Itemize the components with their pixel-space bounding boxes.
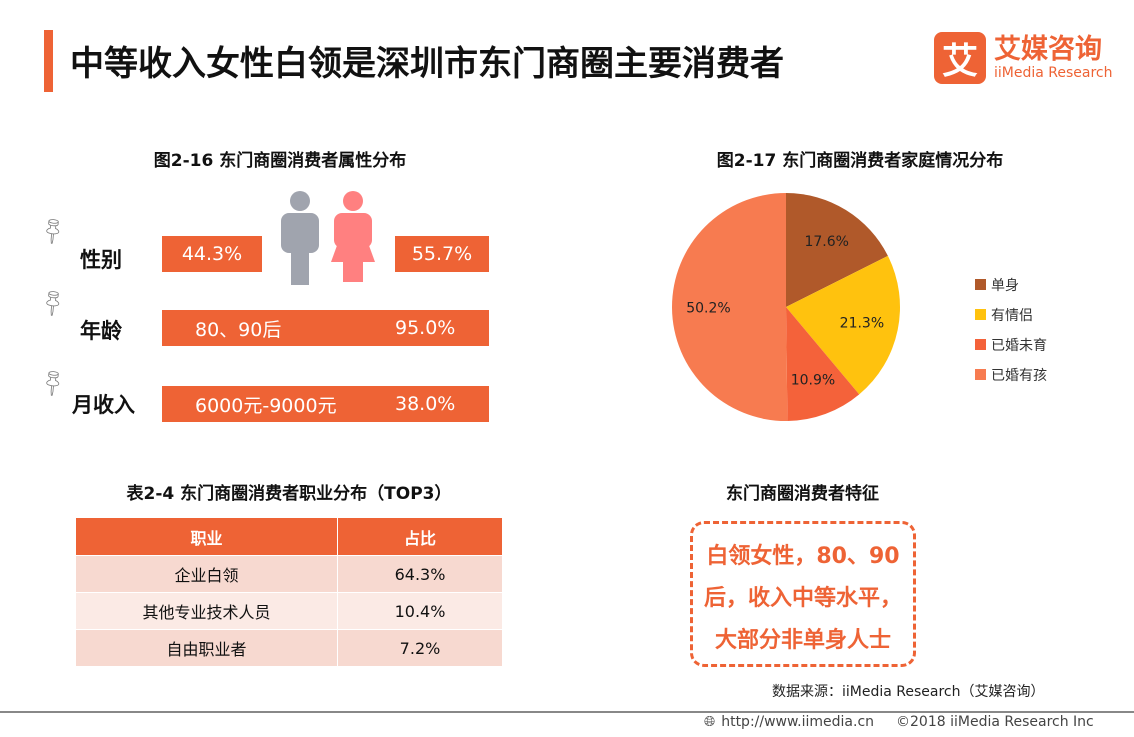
footer-url[interactable]: http://www.iimedia.cn [721, 714, 875, 730]
legend-label: 已婚有孩 [991, 368, 1047, 384]
legend-swatch [975, 369, 986, 380]
legend-swatch [975, 279, 986, 290]
age-value: 80、90后 [195, 318, 282, 341]
age-label: 年龄 [80, 319, 122, 343]
feature-line: 白领女性，80、90 [706, 544, 900, 569]
table-row: 自由职业者 7.2% [75, 629, 503, 667]
age-pct: 95.0% [395, 317, 456, 339]
cell-share: 10.4% [337, 592, 503, 630]
page-title: 中等收入女性白领是深圳市东门商圈主要消费者 [70, 44, 784, 84]
female-pct: 55.7% [411, 243, 473, 265]
table-row: 企业白领 64.3% [75, 555, 503, 593]
female-icon [331, 191, 375, 282]
header-occupation: 职业 [75, 517, 338, 556]
cell-occupation: 其他专业技术人员 [75, 592, 338, 630]
cell-share: 64.3% [337, 555, 503, 593]
logo-name: 艾媒咨询 [994, 34, 1102, 65]
fig17-title: 图2-17 东门商圈消费者家庭情况分布 [716, 151, 1004, 171]
income-pct: 38.0% [395, 393, 456, 415]
fig16-title: 图2-16 东门商圈消费者属性分布 [153, 151, 407, 171]
income-label: 月收入 [72, 393, 135, 417]
table-row: 其他专业技术人员 10.4% [75, 592, 503, 630]
pie-slice [786, 307, 860, 421]
feature-line: 大部分非单身人士 [714, 628, 891, 653]
pin-icon: 📌︎ [35, 212, 71, 248]
pie-data-label: 50.2% [686, 300, 730, 316]
header-share: 占比 [337, 517, 503, 556]
table-title: 表2-4 东门商圈消费者职业分布（TOP3） [126, 484, 452, 504]
footer: 🌐︎ http://www.iimedia.cn ©2018 iiMedia R… [704, 714, 1094, 730]
pie-data-label: 10.9% [791, 373, 835, 389]
logo: 艾 艾媒咨询 iiMedia Research [934, 32, 1113, 84]
legend-label: 有情侣 [991, 308, 1033, 324]
source-note: 数据来源：iiMedia Research（艾媒咨询） [772, 684, 1045, 700]
pie-chart: 17.6% 单身 21.3% 有情侣 10.9% 已婚未育 50.2% 已婚有孩 [672, 193, 1047, 421]
feature-line: 后，收入中等水平， [703, 586, 902, 611]
legend-swatch [975, 309, 986, 320]
pie-slice [786, 193, 888, 307]
footer-copyright: ©2018 iiMedia Research Inc [896, 714, 1094, 730]
male-pct: 44.3% [181, 243, 243, 265]
occupation-table: 职业 占比 企业白领 64.3% 其他专业技术人员 10.4% 自由职业者 7.2% [75, 517, 503, 667]
pie-data-label: 17.6% [804, 234, 848, 250]
legend-label: 单身 [991, 278, 1019, 294]
age-bar: 80、90后 95.0% [162, 310, 489, 346]
gender-label: 性别 [80, 248, 122, 272]
pin-icon: 📌︎ [35, 364, 71, 400]
legend-label: 已婚未育 [991, 338, 1047, 354]
female-bar: 55.7% [395, 236, 489, 272]
feature-box: 白领女性，80、90 后，收入中等水平， 大部分非单身人士 [690, 521, 916, 667]
male-bar: 44.3% [162, 236, 262, 272]
cell-occupation: 企业白领 [75, 555, 338, 593]
pie-slice [786, 255, 900, 395]
male-icon [281, 191, 319, 285]
globe-icon: 🌐︎ [704, 714, 716, 730]
footer-divider [0, 711, 1134, 713]
logo-sub: iiMedia Research [994, 65, 1113, 81]
income-bar: 6000元-9000元 38.0% [162, 386, 489, 422]
title-accent-bar [44, 30, 53, 92]
cell-occupation: 自由职业者 [75, 629, 338, 667]
cell-share: 7.2% [337, 629, 503, 667]
pie-data-label: 21.3% [840, 316, 884, 332]
income-value: 6000元-9000元 [195, 394, 337, 417]
pie-slice [672, 193, 788, 421]
logo-icon: 艾 [934, 32, 986, 84]
legend-swatch [975, 339, 986, 350]
pin-icon: 📌︎ [35, 284, 71, 320]
feature-title: 东门商圈消费者特征 [726, 484, 879, 504]
